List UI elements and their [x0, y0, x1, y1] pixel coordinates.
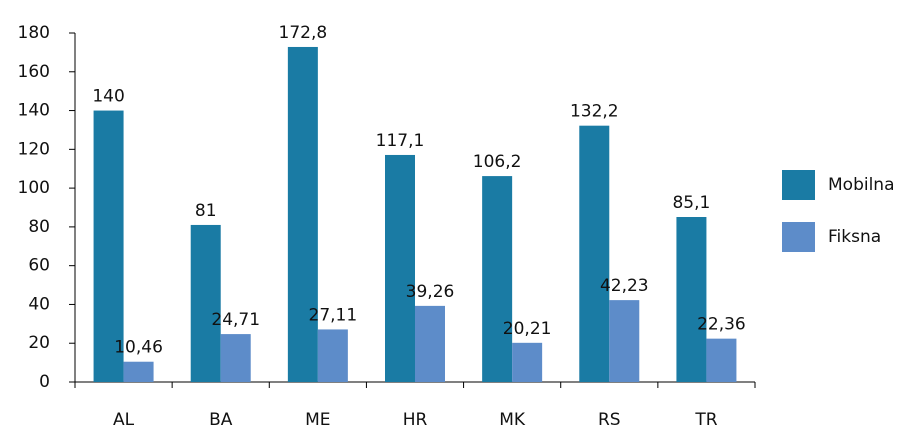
- data-label: 106,2: [473, 152, 522, 172]
- bar: [482, 176, 513, 382]
- x-tick-label: RS: [598, 410, 621, 430]
- y-tick-label: 40: [28, 294, 50, 314]
- data-label: 39,26: [406, 282, 455, 302]
- legend-swatch: [782, 222, 815, 252]
- bar: [512, 342, 543, 382]
- data-label: 117,1: [376, 131, 425, 151]
- bar: [579, 125, 610, 382]
- data-label: 24,71: [211, 310, 260, 330]
- data-label: 172,8: [279, 23, 328, 43]
- data-label: 85,1: [672, 193, 710, 213]
- data-label: 132,2: [570, 102, 619, 122]
- x-tick-label: ME: [305, 410, 330, 430]
- data-label: 140: [92, 87, 124, 107]
- y-tick-label: 100: [18, 178, 50, 198]
- bar: [415, 305, 445, 382]
- data-label: 81: [195, 201, 217, 221]
- data-label: 27,11: [309, 305, 358, 325]
- legend-swatch: [782, 170, 815, 200]
- data-label: 22,36: [697, 315, 746, 335]
- x-tick-label: HR: [403, 410, 428, 430]
- y-tick-label: 120: [18, 139, 50, 159]
- y-tick-label: 80: [28, 217, 50, 237]
- legend-label: Fiksna: [828, 227, 881, 247]
- bar: [220, 334, 251, 382]
- bar: [609, 300, 640, 382]
- data-label: 42,23: [600, 276, 649, 296]
- bar: [123, 361, 154, 382]
- x-tick-label: MK: [499, 410, 526, 430]
- y-tick-label: 140: [18, 101, 50, 121]
- bar: [190, 224, 221, 382]
- y-tick-label: 60: [28, 256, 50, 276]
- data-label: 20,21: [503, 319, 552, 339]
- y-tick-label: 0: [39, 372, 50, 392]
- x-tick-label: BA: [209, 410, 233, 430]
- data-label: 10,46: [114, 338, 163, 358]
- y-tick-label: 180: [18, 23, 50, 43]
- legend-label: Mobilna: [828, 175, 895, 195]
- bar: [317, 329, 348, 382]
- bar: [287, 46, 318, 383]
- y-tick-label: 20: [28, 333, 50, 353]
- y-tick-label: 160: [18, 62, 50, 82]
- x-tick-label: AL: [113, 410, 135, 430]
- bar: [385, 154, 415, 382]
- bar: [706, 338, 737, 382]
- x-tick-label: TR: [694, 410, 717, 430]
- bar: [93, 110, 124, 383]
- bar: [676, 217, 707, 382]
